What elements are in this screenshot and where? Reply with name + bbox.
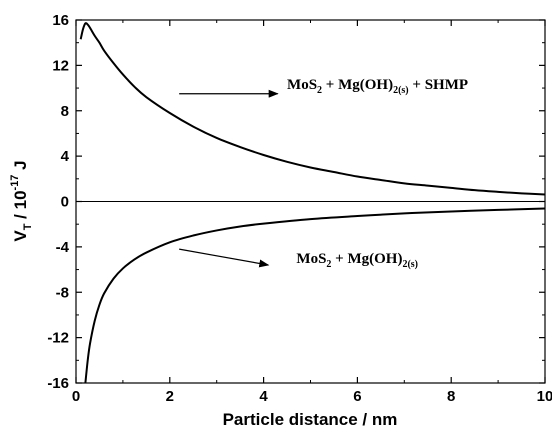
y-tick-label: 12 xyxy=(52,57,69,74)
y-tick-label: -4 xyxy=(56,239,70,256)
x-tick-label: 0 xyxy=(72,388,80,405)
tick-marks xyxy=(75,19,546,384)
y-title-base: V xyxy=(11,230,30,242)
y-tick-label: 16 xyxy=(52,12,69,29)
y-tick-label: -8 xyxy=(56,284,69,301)
annotation-2-label: MoS2 + Mg(OH)2(s) xyxy=(296,251,418,270)
y-title-unit: J xyxy=(11,160,30,174)
y-tick-label: -16 xyxy=(47,375,69,392)
annotation-2-arrow xyxy=(179,248,270,268)
y-title-mid: / 10 xyxy=(11,190,30,223)
x-tick-label: 2 xyxy=(166,388,174,405)
y-tick-label: 0 xyxy=(61,194,69,211)
x-tick-label: 8 xyxy=(447,388,455,405)
x-tick-label: 4 xyxy=(259,388,268,405)
x-tick-label: 10 xyxy=(537,388,552,405)
y-tick-label: -12 xyxy=(47,330,69,347)
y-title-exp: -17 xyxy=(9,175,21,191)
y-axis-title: VT / 10-17 J xyxy=(9,160,34,241)
series-1-line xyxy=(79,22,546,196)
annotation-1-label: MoS2 + Mg(OH)2(s) + SHMP xyxy=(287,77,468,96)
x-axis-title: Particle distance / nm xyxy=(223,410,398,429)
annotation-layer: MoS2 + Mg(OH)2(s) + SHMP MoS2 + Mg(OH)2(s… xyxy=(179,77,468,270)
series-2-line xyxy=(84,207,546,384)
y-tick-label: 8 xyxy=(61,103,69,120)
series-layer xyxy=(79,22,546,384)
x-tick-label: 6 xyxy=(353,388,361,405)
y-tick-label: 4 xyxy=(61,148,70,165)
y-title-base-sub: T xyxy=(22,223,34,230)
